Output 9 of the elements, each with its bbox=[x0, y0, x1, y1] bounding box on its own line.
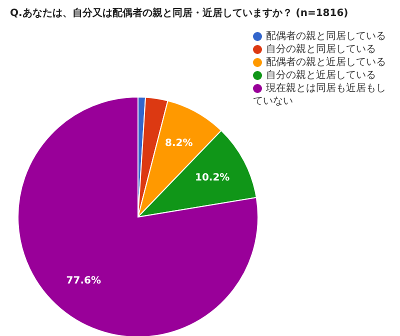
chart-title: Q.あなたは、自分又は配偶者の親と同居・近居していますか？ (n=1816) bbox=[10, 6, 348, 20]
data-label: 8.2% bbox=[165, 138, 193, 150]
legend-label: 自分の親と近居している bbox=[266, 70, 376, 81]
data-label: 10.2% bbox=[195, 172, 230, 184]
data-label: 77.6% bbox=[66, 276, 101, 287]
legend-label: 配偶者の親と同居している bbox=[266, 31, 386, 42]
legend-label: 自分の親と同居している bbox=[266, 44, 376, 55]
legend-label: 現在親とは同居も近居もしていない bbox=[253, 83, 386, 107]
legend-label: 配偶者の親と近居している bbox=[266, 57, 386, 68]
